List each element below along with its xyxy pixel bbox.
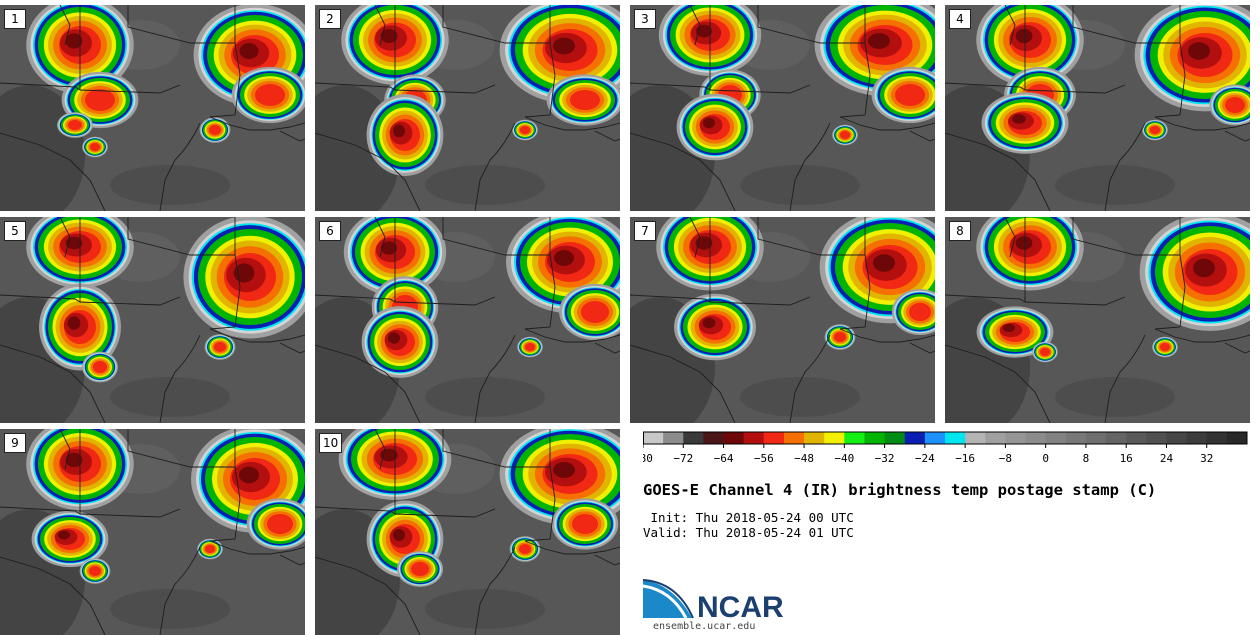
colorbar-segment [663, 432, 684, 444]
colorbar-tick-label: 24 [1160, 452, 1174, 465]
init-time: Init: Thu 2018-05-24 00 UTC [643, 510, 854, 525]
panel-number-label: 8 [949, 221, 971, 241]
colorbar-tick-label: −72 [673, 452, 693, 465]
postage-stamp-panel: 2 [315, 5, 620, 211]
colorbar-segment [1186, 432, 1208, 444]
colorbar-segment [1226, 432, 1248, 444]
colorbar-segment [864, 432, 886, 444]
ncar-logo: NCAR [643, 579, 784, 620]
panel-number-label: 1 [4, 9, 26, 29]
colorbar-segment [924, 432, 946, 444]
colorbar-segment [824, 432, 845, 444]
figure-title: GOES-E Channel 4 (IR) brightness temp po… [643, 481, 1157, 499]
ir-satellite-map [630, 5, 935, 211]
panel-number-label: 3 [634, 9, 656, 29]
colorbar-tick-label: −8 [999, 452, 1012, 465]
colorbar-tick-label: −56 [754, 452, 774, 465]
panel-number-label: 6 [319, 221, 341, 241]
colorbar-segment [965, 432, 986, 444]
colorbar-tick-label: 32 [1200, 452, 1213, 465]
ir-satellite-map [0, 429, 305, 635]
postage-stamp-panel: 8 [945, 217, 1250, 423]
colorbar-segment [783, 432, 805, 444]
colorbar-segment [743, 432, 765, 444]
colorbar-segment [904, 432, 926, 444]
colorbar-segment [643, 432, 664, 444]
ir-satellite-map [0, 5, 305, 211]
colorbar-segment [844, 432, 865, 444]
postage-stamp-panel: 1 [0, 5, 305, 211]
colorbar-segment [1065, 432, 1087, 444]
colorbar-segment [1085, 432, 1107, 444]
colorbar-segment [763, 432, 785, 444]
colorbar-tick-label: 8 [1083, 452, 1090, 465]
ir-satellite-map [945, 5, 1250, 211]
colorbar-segment [1126, 432, 1147, 444]
ir-satellite-map [315, 217, 620, 423]
colorbar-segment [1166, 432, 1188, 444]
postage-stamp-panel: 6 [315, 217, 620, 423]
postage-stamp-panel: 5 [0, 217, 305, 423]
colorbar-segment [1106, 432, 1127, 444]
postage-stamp-panel: 10 [315, 429, 620, 635]
site-url: ensemble.ucar.edu [653, 621, 756, 632]
colorbar-tick-label: −64 [714, 452, 734, 465]
colorbar-segment [1025, 432, 1047, 444]
panel-number-label: 4 [949, 9, 971, 29]
ir-satellite-map [315, 5, 620, 211]
panel-number-label: 5 [4, 221, 26, 241]
valid-time: Valid: Thu 2018-05-24 01 UTC [643, 525, 854, 540]
panel-number-label: 7 [634, 221, 656, 241]
colorbar-segment [1045, 432, 1067, 444]
colorbar-tick-label: 0 [1042, 452, 1049, 465]
colorbar-segment [884, 432, 906, 444]
ir-satellite-map [315, 429, 620, 635]
colorbar-tick-label: 16 [1120, 452, 1133, 465]
colorbar-segment [1206, 432, 1228, 444]
colorbar-segment [804, 432, 825, 444]
postage-stamp-panel: 9 [0, 429, 305, 635]
postage-stamp-panel: 3 [630, 5, 935, 211]
panel-number-label: 2 [319, 9, 341, 29]
postage-stamp-panel: 4 [945, 5, 1250, 211]
colorbar-segment [1146, 432, 1167, 444]
colorbar-tick-label: −16 [955, 452, 975, 465]
panel-number-label: 10 [319, 433, 343, 453]
colorbar-segment [985, 432, 1006, 444]
colorbar-tick-label: −24 [915, 452, 935, 465]
colorbar-tick-label: −48 [794, 452, 814, 465]
colorbar-segment [723, 432, 745, 444]
colorbar-segment [703, 432, 725, 444]
colorbar-segment [1005, 432, 1027, 444]
ir-satellite-map [630, 217, 935, 423]
postage-stamp-panel: 7 [630, 217, 935, 423]
colorbar-segment [945, 432, 966, 444]
panel-number-label: 9 [4, 433, 26, 453]
colorbar-tick-label: −80 [643, 452, 653, 465]
ir-satellite-map [945, 217, 1250, 423]
colorbar-tick-label: −32 [875, 452, 895, 465]
colorbar-tick-label: −40 [834, 452, 854, 465]
ir-satellite-map [0, 217, 305, 423]
colorbar-segment [683, 432, 704, 444]
svg-text:NCAR: NCAR [697, 591, 784, 620]
